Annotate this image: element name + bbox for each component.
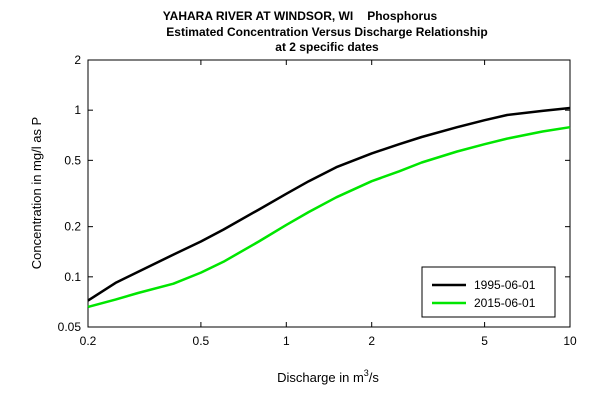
legend-label-1995: 1995-06-01 (474, 278, 536, 292)
chart-title-constituent: Phosphorus (367, 9, 437, 23)
x-axis-label-superscript: 3 (364, 368, 369, 378)
x-axis-label-text: Discharge in m (277, 370, 364, 385)
y-axis-label: Concentration in mg/l as P (29, 117, 44, 269)
y-tick-label: 0.05 (58, 320, 82, 334)
y-tick-label: 0.1 (64, 270, 81, 284)
x-tick-label: 1 (283, 334, 290, 348)
x-axis-label: Discharge in m3/s (277, 368, 379, 385)
y-tick-label: 0.5 (64, 153, 81, 167)
x-tick-label: 10 (563, 334, 577, 348)
series-line-1995-06-01 (87, 106, 571, 302)
series-layer (87, 106, 571, 309)
y-axis-ticks: 0.05 0.1 0.2 0.5 1 2 (58, 53, 570, 334)
plot-frame (87, 59, 571, 328)
x-tick-label: 0.2 (80, 334, 97, 348)
legend-label-2015: 2015-06-01 (474, 296, 536, 310)
x-tick-label: 0.5 (193, 334, 210, 348)
legend-box (421, 266, 556, 318)
chart-title-site: YAHARA RIVER AT WINDSOR, WI (163, 9, 353, 23)
legend: 1995-06-01 2015-06-01 (421, 266, 556, 318)
x-tick-label: 5 (481, 334, 488, 348)
series-line-2015-06-01 (87, 125, 571, 309)
x-tick-label: 2 (368, 334, 375, 348)
x-axis-ticks: 0.2 0.5 1 2 5 10 (80, 60, 577, 348)
y-tick-label: 0.2 (64, 220, 81, 234)
y-tick-label: 2 (74, 53, 81, 67)
chart-title-line2: Estimated Concentration Versus Discharge… (166, 25, 487, 39)
y-tick-label: 1 (74, 103, 81, 117)
chart-title-line1: YAHARA RIVER AT WINDSOR, WI Phosphorus (163, 9, 438, 23)
chart-title-line3: at 2 specific dates (275, 40, 379, 54)
x-axis-label-suffix: /s (369, 370, 380, 385)
